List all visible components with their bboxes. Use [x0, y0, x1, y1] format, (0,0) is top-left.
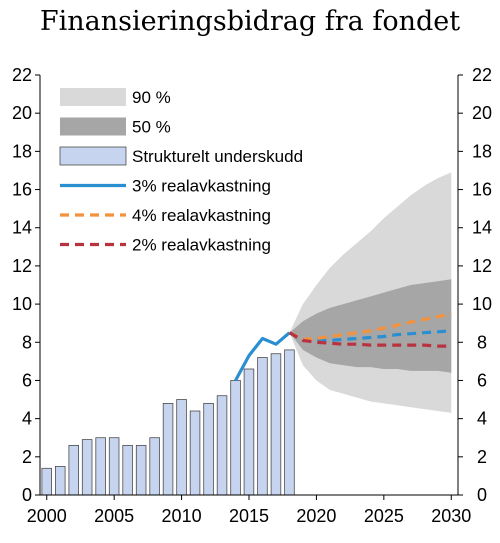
x-tick-label: 2030: [431, 506, 471, 526]
bar: [189, 410, 201, 496]
legend-label: 90 %: [132, 88, 171, 107]
bar: [108, 437, 120, 496]
bar: [81, 439, 93, 496]
bar: [95, 437, 106, 496]
bar: [135, 444, 147, 496]
y-tick-label-left: 14: [12, 218, 32, 238]
y-tick-label-right: 0: [477, 485, 487, 505]
y-tick-label-right: 4: [477, 409, 487, 429]
line-3pct-projection: [288, 329, 452, 342]
bar: [55, 465, 66, 496]
bar: [243, 368, 255, 496]
legend-label: 50 %: [132, 118, 171, 137]
x-tick-label: 2025: [364, 506, 404, 526]
y-tick-label-right: 22: [472, 65, 492, 85]
x-tick-label: 2000: [27, 506, 67, 526]
x-tick-label: 2015: [229, 506, 269, 526]
y-tick-label-right: 10: [472, 294, 492, 314]
y-tick-label-right: 20: [472, 103, 492, 123]
legend-swatch-band: [60, 88, 126, 106]
legend-swatch-bar: [59, 146, 127, 166]
y-tick-label-right: 14: [472, 218, 492, 238]
y-tick-label-right: 8: [477, 332, 487, 352]
band-50: [289, 279, 452, 373]
y-tick-label-right: 18: [472, 141, 492, 161]
legend-label: Strukturelt underskudd: [132, 147, 303, 166]
y-tick-label-left: 18: [12, 141, 32, 161]
confidence-bands: [289, 172, 452, 413]
bar: [122, 444, 133, 496]
line-3pct-history: [234, 331, 291, 382]
bar: [216, 395, 228, 496]
bar: [270, 353, 282, 496]
x-tick-label: 2010: [162, 506, 202, 526]
y-tick-label-right: 16: [472, 180, 492, 200]
legend-label: 2% realavkastning: [132, 236, 271, 255]
y-tick-label-left: 20: [12, 103, 32, 123]
y-tick-label-left: 16: [12, 180, 32, 200]
x-tick-label: 2005: [94, 506, 134, 526]
bar: [257, 357, 268, 496]
y-tick-label-left: 4: [22, 409, 32, 429]
bar: [41, 467, 53, 496]
bar: [68, 444, 80, 496]
chart-title: Finansieringsbidrag fra fondet: [39, 6, 461, 37]
bar: [149, 437, 160, 496]
bar: [230, 380, 241, 496]
legend-label: 3% realavkastning: [132, 177, 271, 196]
y-tick-label-right: 2: [477, 447, 487, 467]
y-tick-label-left: 10: [12, 294, 32, 314]
y-tick-label-left: 22: [12, 65, 32, 85]
bar: [203, 402, 214, 496]
legend-swatch-band: [60, 117, 126, 136]
y-tick-label-right: 12: [472, 256, 492, 276]
line-2pct: [288, 331, 452, 348]
bar: [284, 349, 295, 496]
x-tick-label: 2020: [296, 506, 336, 526]
line-series: [234, 313, 452, 382]
legend-label: 4% realavkastning: [132, 206, 271, 225]
y-tick-label-left: 2: [22, 447, 32, 467]
y-tick-label-left: 6: [22, 370, 32, 390]
y-tick-label-right: 6: [477, 370, 487, 390]
bar: [162, 402, 174, 496]
y-tick-label-left: 12: [12, 256, 32, 276]
bar-series: [41, 349, 295, 496]
bar: [176, 399, 187, 496]
line-4pct: [288, 313, 452, 342]
y-tick-label-left: 8: [22, 332, 32, 352]
y-tick-label-left: 0: [22, 485, 32, 505]
legend: 90 % 50 % Strukturelt underskudd 3% realavk…: [59, 88, 303, 255]
